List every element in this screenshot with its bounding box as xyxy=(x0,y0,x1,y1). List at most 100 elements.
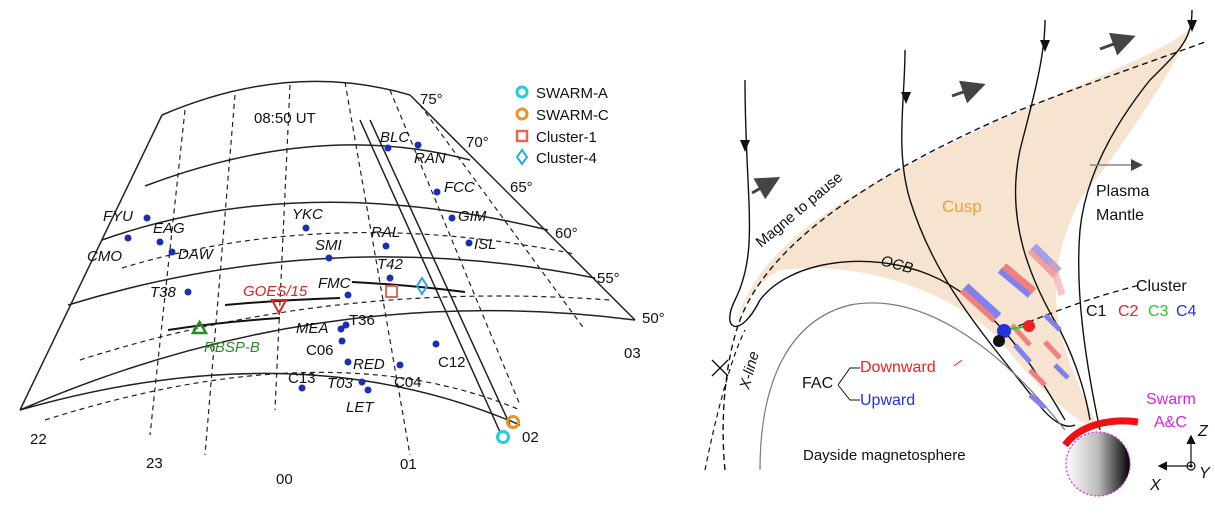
cusp-region xyxy=(735,25,1192,430)
station-marker-c06 xyxy=(338,337,346,345)
cluster-c4-label: C4 xyxy=(1176,303,1197,320)
cluster-c3-label: C3 xyxy=(1148,303,1169,320)
x-line-marker xyxy=(711,359,729,377)
swarm-label-line1: Swarm xyxy=(1146,391,1196,408)
station-label: C12 xyxy=(438,354,466,371)
upward-label: Upward xyxy=(860,392,915,409)
field-line-arrows xyxy=(740,20,1197,152)
station-marker-fmc xyxy=(344,291,352,299)
station-marker-red xyxy=(344,358,352,366)
station-label: T42 xyxy=(377,256,404,273)
swarm-label-line2: A&C xyxy=(1154,414,1187,431)
dayside-label: Dayside magnetosphere xyxy=(803,447,966,464)
cluster-c2-dot xyxy=(1023,320,1035,332)
station-label: T38 xyxy=(150,284,177,301)
legend-label: SWARM-A xyxy=(536,85,608,102)
axis-z-label: Z xyxy=(1197,423,1209,440)
station-marker-let xyxy=(364,386,372,394)
cluster-1-footprint-marker xyxy=(385,285,398,298)
station-marker-fcc xyxy=(433,188,441,196)
station-marker-gim xyxy=(448,214,456,222)
fac-label: FAC xyxy=(802,375,833,392)
station-marker-c13 xyxy=(298,384,306,392)
station-marker-ran xyxy=(414,141,422,149)
satellite-track xyxy=(359,119,511,433)
station-label: MEA xyxy=(296,320,329,337)
station-label: FCC xyxy=(444,179,475,196)
goes-footprint-marker xyxy=(270,299,288,316)
station-marker-smi xyxy=(325,254,333,262)
fac-bracket xyxy=(837,367,860,401)
mlt-label-02: 02 xyxy=(522,429,539,446)
station-marker-daw xyxy=(168,248,176,256)
station-label: RED xyxy=(353,356,385,373)
swarm-a-footprint-marker xyxy=(496,430,510,444)
station-label: C13 xyxy=(288,370,316,387)
station-label: SMI xyxy=(315,237,342,254)
mlt-label-23: 23 xyxy=(146,455,163,472)
station-label: FMC xyxy=(318,275,351,292)
cluster-4-legend-marker xyxy=(515,148,529,166)
station-marker-fyu xyxy=(143,214,151,222)
axis-y-label: Y xyxy=(1199,465,1211,482)
station-label: T36 xyxy=(349,312,375,329)
lat-label-60: 60° xyxy=(555,225,578,242)
station-label: C04 xyxy=(394,374,422,391)
map-boundary xyxy=(19,94,636,426)
station-marker-eag xyxy=(156,238,164,246)
station-label: RAL xyxy=(371,224,400,241)
cluster-c1-dot xyxy=(993,335,1005,347)
lat-label-50: 50° xyxy=(642,310,665,327)
plasma-mantle-label-line1: Plasma xyxy=(1096,183,1149,200)
plasma-mantle-label-line2: Mantle xyxy=(1096,207,1144,224)
station-marker-blc xyxy=(384,144,392,152)
x-line-label: X-line xyxy=(736,350,763,392)
flow-arrows xyxy=(751,32,1136,200)
station-marker-isl xyxy=(465,239,473,247)
legend-label: Cluster-1 xyxy=(536,129,597,146)
station-labels: BLC RAN FCC GIM ISL RAL T42 YKC SMI FMC … xyxy=(87,129,497,416)
cluster-spacecraft xyxy=(993,320,1035,347)
station-label: BLC xyxy=(380,129,409,146)
station-marker-t03 xyxy=(358,378,366,386)
axis-x-label: X xyxy=(1149,477,1162,494)
station-label: EAG xyxy=(153,220,185,237)
station-markers xyxy=(124,141,473,394)
swarm-c-legend-marker xyxy=(515,107,529,121)
time-label: 08:50 UT xyxy=(254,110,316,127)
station-label: CMO xyxy=(87,248,122,265)
magnetopause-line xyxy=(722,41,1206,471)
lat-label-75: 75° xyxy=(420,91,443,108)
station-label: T03 xyxy=(327,375,354,392)
goes-label: GOES/15 xyxy=(243,283,308,300)
swarm-orbit-arc xyxy=(1062,417,1139,448)
meridian-grid xyxy=(149,81,586,456)
cluster-c1-label: C1 xyxy=(1086,303,1107,320)
mlt-label-22: 22 xyxy=(30,431,47,448)
cluster-1-legend-marker xyxy=(515,129,529,143)
lat-label-65: 65° xyxy=(510,179,533,196)
cluster-4-footprint-marker xyxy=(415,276,429,296)
station-label: YKC xyxy=(292,206,323,223)
downward-label: Downward xyxy=(860,359,936,376)
mlt-label-01: 01 xyxy=(400,456,417,473)
station-label: C06 xyxy=(306,342,334,359)
station-marker-c04 xyxy=(396,361,404,369)
station-label: LET xyxy=(346,399,375,416)
cusp-schematic-panel: Magne to pause Cusp Plasma Mantle OCB Cl… xyxy=(704,9,1211,497)
station-label: GIM xyxy=(458,208,487,225)
legend-label: SWARM-C xyxy=(536,107,609,124)
dayside-boundary xyxy=(759,302,1066,471)
station-label: ISL xyxy=(474,236,497,253)
earth xyxy=(1065,431,1131,497)
station-marker-ykc xyxy=(302,224,310,232)
cluster-c4-dot xyxy=(997,324,1011,338)
swarm-c-footprint-marker xyxy=(506,415,520,429)
station-marker-cmo xyxy=(124,234,132,242)
lat-label-55: 55° xyxy=(597,270,620,287)
rbsp-footprint-marker xyxy=(190,319,209,335)
station-marker-ral xyxy=(382,242,390,250)
cusp-label: Cusp xyxy=(942,197,982,216)
cluster-c2-label: C2 xyxy=(1118,303,1139,320)
